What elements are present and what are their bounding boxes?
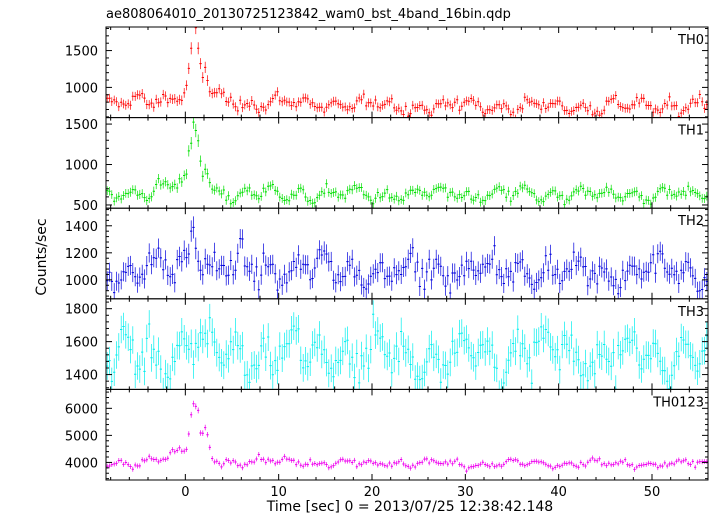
panel-th2: 1000 1200 1400 TH2 (65, 207, 709, 300)
series-th0123-line (106, 403, 708, 472)
y-tick-label: 1600 (65, 336, 98, 351)
y-tick-label: 1500 (65, 45, 98, 60)
panel-th0: 1000 1500 TH0 (65, 26, 709, 119)
series-th0123-errorbars (106, 400, 708, 474)
panel-label: TH0 (677, 33, 704, 48)
y-tick-label: 1800 (65, 303, 98, 318)
x-axis-label: Time [sec] 0 = 2013/07/25 12:38:42.148 (266, 499, 553, 515)
series-th2 (106, 216, 708, 299)
series-th3-errorbars (106, 300, 708, 390)
panel-frame (105, 207, 709, 300)
y-axis-label: Counts/sec (34, 218, 50, 295)
series-th3 (106, 300, 708, 390)
y-tick-label: 6000 (65, 402, 98, 417)
y-tick-label: 1400 (65, 369, 98, 384)
series-th0 (106, 27, 708, 118)
x-tick-label: 40 (550, 485, 567, 500)
panel-frame (105, 298, 709, 390)
chart-title: ae808064010_20130725123842_wam0_bst_4ban… (106, 7, 511, 22)
panel-label: TH2 (677, 214, 704, 229)
panel-label: TH1 (677, 124, 704, 139)
x-tick-label: 30 (457, 485, 474, 500)
panel-label: TH0123 (652, 395, 704, 410)
y-tick-label: 1500 (65, 118, 98, 133)
panels-group: 1000 1500 TH0 500 1000 1500 TH1 1000 1200 1400 TH2… (65, 26, 709, 481)
panel-th1: 500 1000 1500 TH1 (65, 117, 709, 214)
x-tick-label: 10 (270, 485, 287, 500)
y-tick-label: 1000 (65, 159, 98, 174)
series-th0123 (106, 400, 708, 474)
y-tick-label: 1200 (65, 247, 98, 262)
y-tick-label: 500 (73, 199, 98, 214)
series-th1-errorbars (106, 117, 708, 209)
series-th1 (106, 117, 708, 209)
x-tick-label: 0 (181, 485, 189, 500)
panel-label: TH3 (677, 305, 704, 320)
panel-th3: 1400 1600 1800 TH3 (65, 298, 709, 390)
series-th0-errorbars (106, 27, 708, 118)
y-tick-label: 5000 (65, 429, 98, 444)
series-th0-line (106, 27, 708, 118)
panel-th0123: 4000 5000 6000 TH0123 (65, 388, 709, 481)
y-tick-label: 1400 (65, 220, 98, 235)
y-tick-label: 1000 (65, 274, 98, 289)
series-th2-errorbars (106, 216, 708, 299)
panel-frame (105, 388, 709, 481)
y-tick-label: 4000 (65, 456, 98, 471)
x-tick-label: 50 (644, 485, 661, 500)
x-tick-label: 20 (364, 485, 381, 500)
y-tick-label: 1000 (65, 81, 98, 96)
x-tick-labels: 0 10 20 30 40 50 (181, 485, 660, 500)
